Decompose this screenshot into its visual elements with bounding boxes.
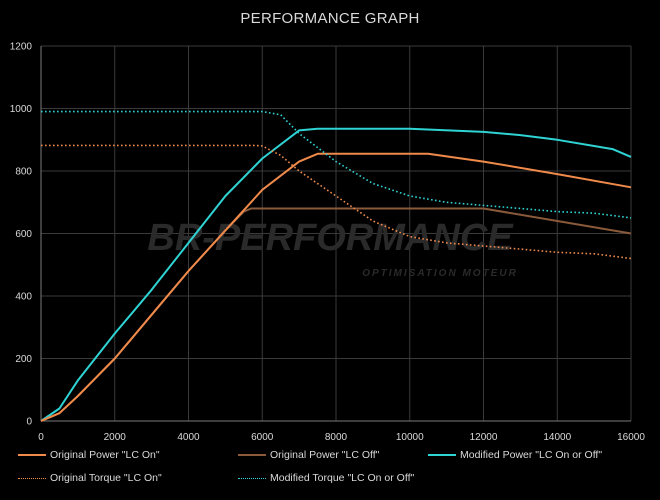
- chart-title: PERFORMANCE GRAPH: [240, 10, 420, 27]
- series-line-0: [40, 152, 632, 422]
- x-tick-label: 14000: [543, 432, 571, 443]
- x-tick-label: 12000: [470, 432, 498, 443]
- y-tick-label: 1000: [10, 104, 33, 115]
- x-tick-label: 0: [38, 432, 44, 443]
- legend-label: Modified Torque "LC On or Off": [270, 472, 415, 484]
- y-tick-label: 1200: [10, 42, 33, 53]
- legend-label: Original Power "LC Off": [270, 449, 380, 461]
- legend-label: Modified Power "LC On or Off": [460, 449, 603, 461]
- x-tick-label: 2000: [104, 432, 127, 443]
- x-tick-label: 4000: [177, 432, 200, 443]
- y-tick-label: 800: [15, 167, 32, 178]
- y-tick-label: 400: [15, 292, 32, 303]
- legend-swatch: [238, 454, 266, 456]
- legend-label: Original Power "LC On": [50, 449, 160, 461]
- legend-item: Modified Power "LC On or Off": [428, 449, 602, 461]
- x-tick-label: 8000: [325, 432, 348, 443]
- legend-swatch: [238, 477, 266, 479]
- legend-item: Modified Torque "LC On or Off": [238, 472, 414, 484]
- series-line-3: [41, 144, 632, 260]
- watermark-subtitle: OPTIMISATION MOTEUR: [362, 268, 518, 279]
- y-tick-label: 200: [15, 354, 32, 365]
- series-line-2: [40, 127, 632, 422]
- legend-item: Original Torque "LC On": [18, 472, 162, 484]
- legend-swatch: [428, 454, 456, 456]
- x-tick-label: 6000: [251, 432, 274, 443]
- legend-item: Original Power "LC Off": [238, 449, 379, 461]
- legend-item: Original Power "LC On": [18, 449, 160, 461]
- x-tick-label: 10000: [396, 432, 424, 443]
- legend-swatch: [18, 477, 46, 479]
- y-tick-label: 600: [15, 229, 32, 240]
- x-tick-label: 16000: [617, 432, 645, 443]
- legend-swatch: [18, 454, 46, 456]
- legend-label: Original Torque "LC On": [50, 472, 162, 484]
- y-tick-label: 0: [26, 417, 32, 428]
- watermark-logo: BR-PERFORMANCE: [147, 217, 514, 259]
